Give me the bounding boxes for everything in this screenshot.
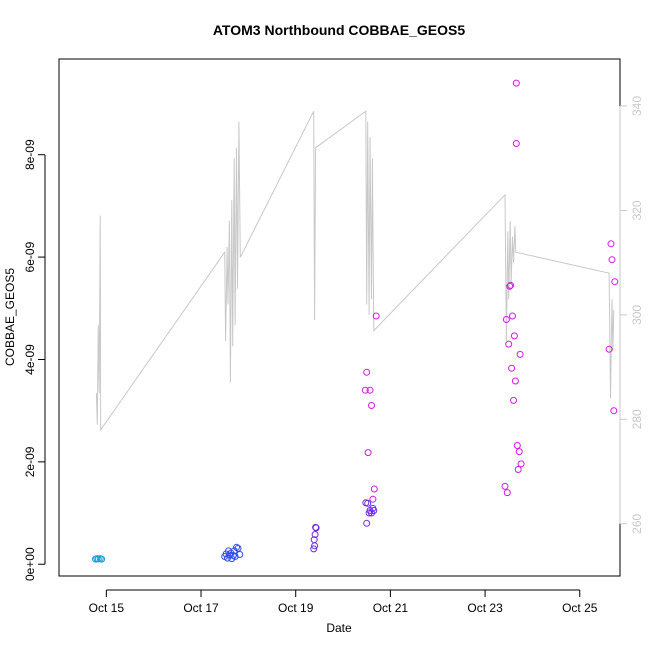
- plot-frame: [58, 58, 621, 577]
- data-point: [506, 282, 514, 290]
- data-point: [369, 495, 377, 503]
- x-tick-label: Oct 21: [373, 601, 409, 615]
- points-layer: [92, 79, 619, 563]
- secondary-line: [95, 110, 615, 432]
- data-point: [368, 402, 375, 409]
- data-point: [231, 553, 239, 560]
- data-point: [505, 340, 513, 348]
- x-tick-label: Oct 25: [562, 601, 598, 615]
- data-point: [514, 466, 522, 473]
- x-tick-label: Oct 19: [278, 601, 314, 615]
- x-axis-label: Date: [326, 621, 352, 635]
- y2-tick-label: 320: [630, 200, 644, 220]
- data-point: [312, 524, 320, 532]
- y-tick-label: 2e-09: [23, 446, 37, 477]
- data-point: [361, 386, 369, 394]
- y-tick-label: 0e+00: [23, 547, 37, 581]
- x-tick-label: Oct 23: [467, 601, 503, 615]
- y2-tick-label: 300: [630, 305, 644, 325]
- data-point: [311, 542, 319, 550]
- x-tick-label: Oct 15: [89, 601, 125, 615]
- y2-tick-label: 280: [630, 409, 644, 429]
- x-tick-label: Oct 17: [183, 601, 219, 615]
- data-point: [234, 544, 242, 552]
- data-point: [512, 79, 520, 87]
- data-point: [607, 240, 615, 248]
- data-point: [503, 489, 511, 497]
- y-tick-label: 8e-09: [23, 139, 37, 170]
- x-axis: Oct 15 Oct 17 Oct 19 Oct 21 Oct 23 Oct 25: [89, 589, 598, 615]
- data-point: [513, 442, 521, 449]
- data-point: [370, 507, 378, 514]
- data-point: [363, 368, 371, 376]
- data-point: [233, 543, 240, 551]
- secondary-line-layer: [95, 110, 615, 432]
- data-point: [311, 531, 319, 538]
- chart-title: ATOM3 Northbound COBBAE_GEOS5: [213, 22, 465, 38]
- data-point: [364, 449, 372, 457]
- data-point: [98, 555, 106, 563]
- data-point: [501, 482, 509, 490]
- data-point: [366, 386, 374, 394]
- y-axis-label: COBBAE_GEOS5: [3, 268, 17, 366]
- data-point: [363, 519, 371, 527]
- y2-tick-label: 260: [630, 513, 644, 533]
- data-point: [517, 460, 525, 468]
- y-tick-label: 4e-09: [23, 344, 37, 375]
- data-point: [510, 332, 518, 340]
- data-point: [310, 545, 318, 553]
- data-point: [610, 407, 618, 415]
- y2-axis: 260 280 300 320 340: [619, 96, 644, 534]
- data-point: [372, 312, 380, 320]
- data-point: [509, 312, 516, 320]
- data-point: [502, 316, 510, 323]
- data-point: [516, 350, 524, 358]
- data-point: [608, 256, 616, 264]
- y-axis: 0e+00 2e-09 4e-09 6e-09 8e-09: [23, 139, 46, 581]
- y2-tick-label: 340: [630, 96, 644, 116]
- data-point: [508, 364, 516, 372]
- data-point: [605, 345, 613, 353]
- data-point: [611, 278, 619, 286]
- data-point: [515, 448, 523, 456]
- data-point: [236, 551, 244, 558]
- data-point: [364, 499, 372, 507]
- data-point: [370, 485, 378, 493]
- data-point: [511, 377, 519, 385]
- y-tick-label: 6e-09: [23, 241, 37, 272]
- data-point: [512, 140, 520, 147]
- data-point: [510, 396, 517, 404]
- data-point: [507, 281, 515, 289]
